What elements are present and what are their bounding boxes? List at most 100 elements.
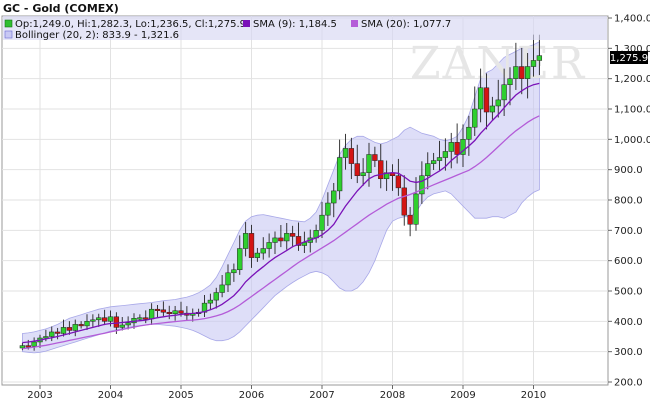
candle-body-up — [430, 160, 437, 164]
candle — [119, 317, 125, 331]
candle-body-down — [372, 154, 378, 161]
x-axis: 2003 2004 2005 2006 2007 2008 2009 2010 — [27, 385, 546, 401]
candle-body-up — [31, 341, 37, 347]
candle — [483, 73, 490, 130]
candle-body-up — [325, 202, 331, 216]
candlestick-series — [19, 34, 543, 351]
candle-body-up — [425, 163, 431, 176]
candle-body-up — [507, 78, 513, 85]
candle — [60, 319, 67, 337]
candle-body-up — [219, 284, 225, 293]
last-price-label: 1,275.9 — [610, 53, 648, 64]
candle — [395, 158, 402, 196]
candle — [84, 314, 90, 330]
candle-body-up — [495, 99, 501, 107]
candle-body-down — [354, 163, 360, 176]
candle — [419, 161, 425, 204]
candle-body-up — [501, 84, 507, 101]
candle — [260, 237, 266, 260]
candle-body-down — [154, 308, 161, 311]
candle — [225, 264, 231, 292]
candle — [354, 144, 360, 184]
y-tick-label: 1,400.0 — [614, 14, 650, 25]
candle — [448, 132, 454, 169]
candle — [31, 337, 37, 351]
candle-body-up — [213, 292, 219, 301]
y-tick-label: 900.0 — [614, 165, 643, 176]
sma9-line — [22, 82, 540, 344]
candle-body-up — [119, 324, 125, 328]
x-tick-label: 2010 — [521, 390, 546, 401]
candle — [254, 247, 261, 262]
candle-body-up — [272, 237, 278, 243]
candle-body-up — [524, 66, 531, 79]
y-tick-label: 800.0 — [614, 196, 643, 207]
candle — [442, 138, 449, 171]
legend-sma9: SMA (9): 1,184.5 — [253, 19, 337, 30]
candle-body-up — [477, 87, 484, 110]
x-tick-label: 2007 — [309, 390, 334, 401]
bollinger-bands — [22, 41, 540, 354]
candle-body-up — [319, 214, 325, 231]
x-tick-label: 2006 — [239, 390, 264, 401]
candle-body-down — [25, 345, 31, 348]
candle-body-up — [448, 142, 454, 152]
candle-body-up — [536, 55, 543, 61]
candle-body-down — [78, 324, 84, 327]
candle-body-down — [407, 214, 413, 225]
sma20-line — [22, 115, 540, 350]
candle-body-up — [419, 175, 425, 195]
candle-body-up — [19, 345, 26, 349]
candle-body-up — [49, 331, 55, 337]
candle-body-up — [137, 317, 143, 320]
candle — [96, 313, 102, 327]
candle-body-down — [166, 311, 172, 315]
y-tick-label: 1,100.0 — [614, 105, 650, 116]
candle — [472, 86, 478, 136]
legend-swatch-sma9 — [243, 20, 250, 27]
candle — [237, 235, 243, 275]
candle-body-up — [266, 242, 272, 249]
candle-body-up — [225, 272, 231, 286]
candle — [513, 42, 519, 90]
candle-body-down — [113, 316, 120, 328]
candle-body-up — [284, 233, 290, 242]
candle — [166, 305, 172, 320]
moving-average-lines — [22, 82, 540, 350]
candle — [430, 152, 437, 170]
candle — [536, 34, 543, 75]
candle-body-down — [66, 327, 73, 331]
y-tick-label: 400.0 — [614, 317, 643, 328]
candle-body-up — [231, 269, 237, 274]
candle-body-up — [342, 148, 349, 158]
candle — [495, 79, 501, 118]
candle — [331, 182, 337, 218]
candle-body-down — [401, 187, 407, 216]
candle — [425, 152, 431, 190]
candle-body-down — [483, 87, 490, 113]
x-tick-label: 2008 — [380, 390, 405, 401]
candle — [242, 222, 249, 257]
candle — [284, 223, 290, 250]
candle — [378, 144, 384, 189]
chart-title: GC - Gold (COMEX) — [3, 2, 119, 15]
x-tick-label: 2004 — [98, 390, 123, 401]
candle-body-up — [366, 154, 372, 173]
candle-body-up — [72, 324, 78, 331]
candle — [54, 327, 61, 340]
candle-body-up — [148, 308, 155, 320]
candle-body-down — [101, 317, 108, 322]
x-tick-label: 2009 — [450, 390, 475, 401]
y-tick-label: 700.0 — [614, 226, 643, 237]
candle-body-down — [278, 237, 284, 242]
candle-body-up — [489, 105, 496, 113]
candle — [90, 314, 96, 327]
candle — [272, 231, 278, 254]
candle — [231, 263, 237, 282]
legend-background — [3, 16, 607, 40]
legend-swatch-bollinger — [4, 30, 13, 39]
candle-body-down — [289, 233, 296, 237]
candle — [289, 225, 296, 248]
y-tick-label: 1,000.0 — [614, 135, 650, 146]
